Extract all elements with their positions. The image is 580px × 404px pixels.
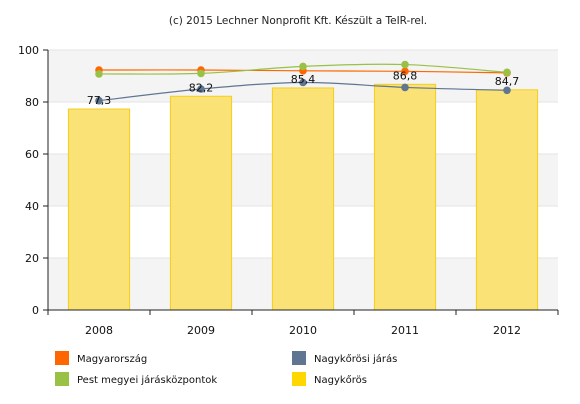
legend-label: Nagykőrös	[314, 374, 367, 386]
legend-swatch	[55, 351, 69, 365]
bar	[67, 108, 131, 311]
bar	[475, 89, 539, 311]
legend-swatch	[55, 372, 69, 386]
x-tick-label: 2009	[187, 324, 215, 337]
bar	[373, 83, 437, 311]
y-tick-label: 0	[32, 304, 39, 317]
series-point	[197, 85, 205, 93]
data-label: 84,7	[495, 75, 520, 88]
chart-credit: (c) 2015 Lechner Nonprofit Kft. Készült …	[169, 15, 427, 27]
series-point	[299, 62, 307, 71]
line-series	[95, 60, 511, 105]
legend: Magyarország Nagykőrösi járás Pest megyei …	[55, 351, 397, 386]
series-point	[95, 70, 103, 78]
x-tick-label: 2012	[493, 324, 521, 337]
series-point	[197, 69, 205, 78]
y-tick-label: 40	[25, 200, 39, 213]
bar-series	[67, 83, 539, 311]
y-tick-label: 80	[25, 96, 39, 109]
series-point	[299, 78, 307, 87]
series-point	[503, 86, 511, 95]
legend-swatch	[292, 351, 306, 365]
x-tick-label: 2011	[391, 324, 419, 337]
series-point	[401, 60, 409, 69]
y-tick-label: 60	[25, 148, 39, 161]
data-label: 85,4	[291, 73, 316, 86]
legend-label: Nagykőrösi járás	[314, 353, 397, 365]
data-label: 82,2	[189, 81, 214, 94]
data-label: 86,8	[393, 69, 418, 82]
legend-label: Magyarország	[77, 353, 147, 365]
bar	[169, 95, 233, 311]
x-tick-label: 2010	[289, 324, 317, 337]
axes: 0 20 40 60 80 100 2008 2009 2010 2011 2012	[18, 44, 559, 337]
x-tick-label: 2008	[85, 324, 113, 337]
series-point	[401, 67, 409, 76]
series-point	[503, 68, 511, 77]
bar	[271, 87, 335, 311]
legend-swatch	[292, 372, 306, 386]
y-tick-label: 20	[25, 252, 39, 265]
y-tick-label: 100	[18, 44, 39, 57]
series-point	[95, 96, 103, 105]
legend-label: Pest megyei járásközpontok	[77, 374, 217, 386]
data-labels: 77,3 82,2 85,4 86,8 84,7	[87, 69, 520, 107]
data-label: 77,3	[87, 94, 112, 107]
series-point	[401, 83, 409, 92]
